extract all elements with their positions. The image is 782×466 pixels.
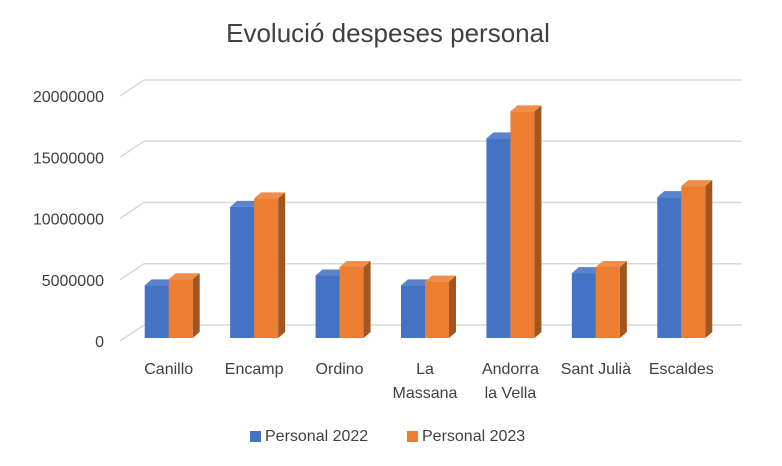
y-tick-label: 0 [95, 334, 104, 351]
chart-title: Evolució despeses personal [226, 18, 550, 48]
bar-personal-2023 [595, 260, 627, 338]
y-tick-label: 15000000 [33, 150, 104, 167]
bar-personal-2023 [168, 273, 200, 338]
x-tick-label: Andorra la Vella [482, 361, 539, 402]
gridline-diagonal [119, 201, 145, 220]
legend-swatch [250, 431, 261, 442]
bars [144, 105, 713, 338]
legend-item: Personal 2022 [250, 428, 368, 445]
bar-personal-2022 [486, 132, 518, 338]
y-tick-label: 10000000 [33, 212, 104, 229]
x-tick-label: Canillo [144, 361, 193, 378]
bar-personal-2023 [681, 180, 713, 338]
bar-personal-2023 [510, 105, 542, 338]
x-tick-label: Sant Julià [561, 361, 631, 378]
legend: Personal 2022 Personal 2023 [250, 428, 525, 445]
x-tick-label: Encamp [225, 361, 284, 378]
bar-personal-2023 [339, 260, 371, 338]
x-tick-label: Escaldes [649, 361, 714, 378]
y-tick-label: 20000000 [33, 89, 104, 106]
gridline-diagonal [119, 263, 145, 281]
legend-label: Personal 2023 [422, 428, 525, 445]
x-tick-label: Ordino [316, 361, 364, 378]
bar-personal-2023 [425, 275, 456, 338]
legend-swatch [407, 431, 418, 442]
gridline-diagonal [119, 140, 145, 158]
y-tick-label: 5000000 [42, 273, 104, 290]
y-axis: 0 5000000 10000000 15000000 20000000 [33, 89, 104, 351]
gridline-diagonal [119, 79, 145, 97]
bar-personal-2023 [254, 192, 286, 338]
x-axis: Canillo Encamp Ordino La Massana Andorra la Ve… [144, 361, 713, 402]
legend-item: Personal 2023 [407, 428, 525, 445]
gridline-diagonal [119, 324, 145, 342]
x-tick-label: La Massana [393, 361, 458, 402]
legend-label: Personal 2022 [265, 428, 368, 445]
